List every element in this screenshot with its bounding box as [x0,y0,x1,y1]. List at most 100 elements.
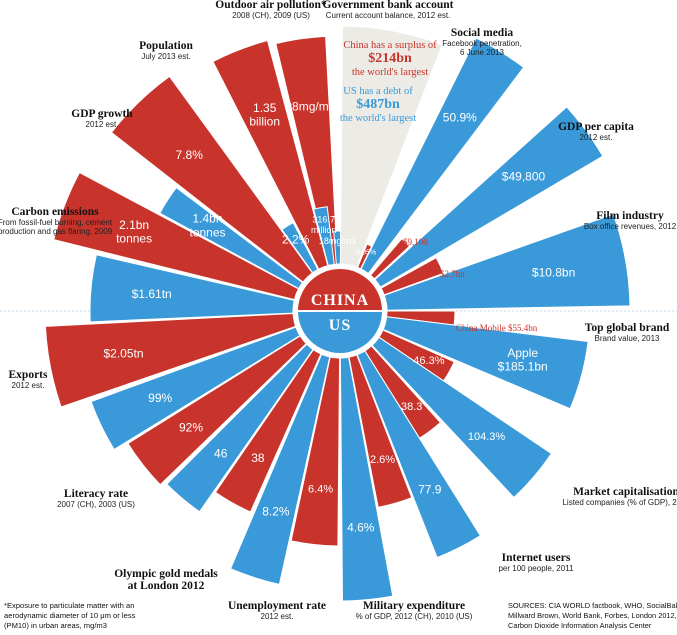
exports-us-value: $1.61tn [132,287,172,301]
film-us-bar [383,213,631,311]
sources-line-2: Millward Brown, World Bank, Forbes, Lond… [508,611,677,620]
brand-subtitle: Brand value, 2013 [595,334,660,343]
film-subtitle: Box office revenues, 2012 [584,222,677,231]
brand-title: Top global brand [585,322,670,334]
exports-title: Exports [9,369,49,381]
account-china-line-2: $214bn [368,51,412,66]
unemployment-us-value: 8.2% [262,504,290,518]
film-china-bar [380,257,445,296]
social-china-value: 0.05% [356,250,376,257]
social-us-value: 50.9% [443,111,477,125]
air-china-value: 98mg/m3 [285,100,335,114]
military-us-bar [339,356,394,602]
olympic-china-bar [214,349,322,513]
population-china-value: 1.35 billion [249,101,280,129]
hub-china [298,269,382,311]
exports-us-bar [89,254,295,323]
military-us-value: 4.6% [347,520,375,534]
gdppc-subtitle: 2012 est. [580,133,613,142]
internet-china-value: 38.3 [401,401,422,413]
unemployment-china-value: 6.4% [308,483,333,495]
brand-us-bar [382,316,589,410]
account-us-line-3: the world's largest [340,113,416,124]
account-china-line-3: the world's largest [352,67,428,78]
film-title: Film industry [596,210,664,222]
exports-subtitle: 2012 est. [12,381,45,390]
carbon-subtitle-2: production and gas flaring, 2009 [0,227,113,236]
gdppc-us-bar [374,106,604,288]
literacy-china-bar [127,335,307,486]
unemployment-us-bar [229,353,331,585]
social-title: Social media [451,27,514,39]
social-us-bar [360,37,525,275]
sources-line-3: Carbon Dioxide Information Analysis Cent… [508,621,652,630]
literacy-subtitle: 2007 (CH), 2003 (US) [57,500,135,509]
marketcap-title: Market capitalisation [573,486,677,498]
account-title: Government bank account [323,0,454,11]
air-title: Outdoor air pollution* [215,0,327,11]
gdpgrowth-us-value: 2.2% [282,233,310,247]
population-china-bar [212,39,329,270]
population-us-bar [313,206,335,267]
military-china-bar [348,354,413,508]
account-annotation: China has a surplus of $214bn the world'… [340,40,437,124]
population-us-value: 316.7 million [311,215,337,235]
chart-wedges [44,25,631,602]
unemployment-china-bar [290,356,341,547]
gdpgrowth-china-bar [110,75,314,283]
carbon-us-bar [159,186,304,290]
population-title: Population [139,40,193,52]
sources: SOURCES: CIA WORLD factbook, WHO, Social… [508,601,677,630]
exports-china-value: $2.05tn [103,346,143,360]
internet-us-value: 77.9 [418,482,442,496]
social-subtitle-2: 6 June 2013 [460,48,505,57]
gdppc-title: GDP per capita [558,121,634,133]
carbon-china-value: 2.1bn tonnes [116,218,152,246]
brand-china-value: China Mobile $55.4bn [456,323,538,333]
internet-title: Internet users [502,552,571,564]
social-subtitle-1: Facebook penetration, [442,39,522,48]
brand-us-value: Apple $185.1bn [498,346,548,374]
film-china-value: $2.7bn [440,269,465,279]
air-subtitle: 2008 (CH), 2009 (US) [232,11,310,20]
gdppc-china-bar [369,238,411,280]
hub-china-label: CHINA [311,292,369,309]
footnote-line-2: aerodynamic diameter of 10 μm or less [4,611,136,620]
account-subtitle: Current account balance, 2012 est. [326,11,451,20]
gdppc-china-value: $9,100 [403,237,428,247]
marketcap-china-value: 46.3% [413,355,444,367]
internet-us-bar [356,350,482,559]
film-us-value: $10.8bn [532,266,575,280]
carbon-title: Carbon emissions [11,206,99,218]
internet-subtitle: per 100 people, 2011 [498,564,574,573]
footnote-line-3: (PM10) in urban areas, mg/m3 [4,621,107,630]
account-us-line-1: US has a debt of [343,86,413,97]
gdpgrowth-subtitle: 2012 est. [86,120,119,129]
hub-us [298,311,382,353]
carbon-us-value: 1.4bn tonnes [189,212,225,240]
military-china-value: 2.6% [370,454,395,466]
olympic-us-value: 46 [214,446,228,460]
military-subtitle: % of GDP, 2012 (CH), 2010 (US) [356,612,473,621]
gdpgrowth-title: GDP growth [71,108,133,120]
social-china-bar [356,243,373,270]
population-subtitle: July 2013 est. [141,52,190,61]
footnote: *Exposure to particulate matter with an … [4,601,136,630]
military-title: Military expenditure [363,600,465,612]
hub-us-label: US [329,317,351,334]
literacy-china-value: 92% [179,421,203,435]
literacy-us-bar [90,326,301,451]
carbon-china-bar [53,171,300,301]
gdppc-us-value: $49,800 [502,170,546,184]
account-china-line-1: China has a surplus of [343,40,437,51]
air-us-value: 18mg/m3 [319,236,357,246]
unemployment-subtitle: 2012 est. [261,612,294,621]
account-us-bar [339,25,443,268]
chart-labels: 98mg/m3 18mg/m3 0.05% 50.9% $9,100 $49,800 $2.… [0,0,677,621]
olympic-title-2: at London 2012 [128,580,205,592]
sources-line-1: SOURCES: CIA WORLD factbook, WHO, Social… [508,601,677,610]
account-us-line-2: $487bn [356,97,400,112]
marketcap-us-value: 104.3% [468,431,506,443]
marketcap-subtitle: Listed companies (% of GDP), 2011 [562,498,677,507]
